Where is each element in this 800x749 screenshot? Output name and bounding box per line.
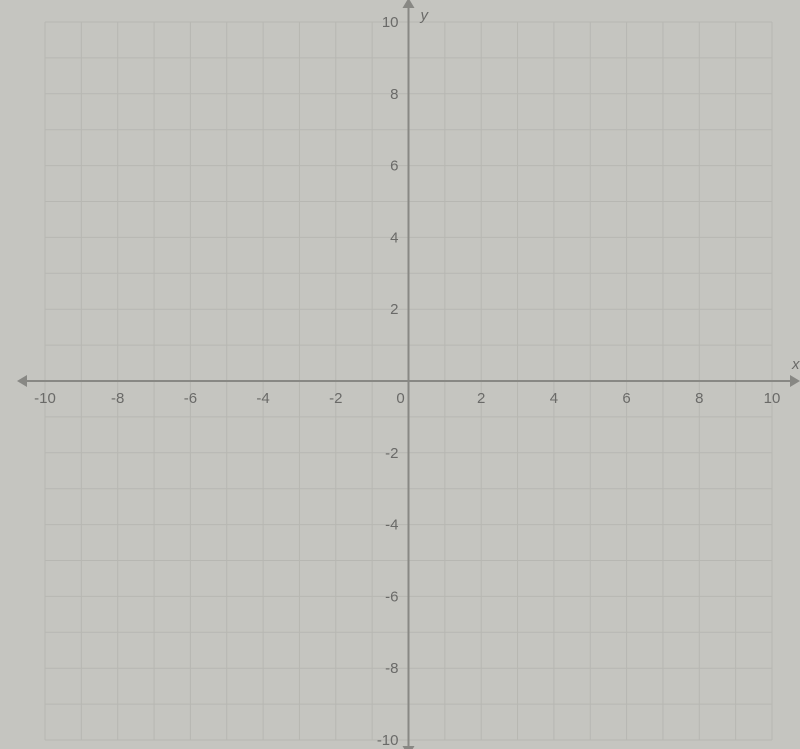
y-tick-label: -6 [385,588,398,605]
y-tick-label: -8 [385,660,398,677]
x-tick-label: -8 [111,390,124,407]
x-tick-label: 0 [396,390,404,407]
y-tick-label: -4 [385,517,398,534]
y-tick-label: 4 [390,229,398,246]
x-tick-label: 10 [764,390,781,407]
y-tick-label: 10 [382,14,399,31]
chart-svg: -10-8-6-4-20246810108642-2-4-6-8-10xy [0,0,800,749]
y-tick-label: 2 [390,301,398,318]
y-tick-label: 6 [390,158,398,175]
x-tick-label: 6 [622,390,630,407]
y-tick-label: 8 [390,86,398,103]
x-tick-label: 8 [695,390,703,407]
x-tick-label: 4 [550,390,558,407]
x-tick-label: -2 [329,390,342,407]
x-axis-label: x [791,356,800,373]
x-tick-label: -10 [34,390,56,407]
y-tick-label: -10 [377,732,399,749]
coordinate-plane-chart: -10-8-6-4-20246810108642-2-4-6-8-10xy [0,0,800,749]
x-tick-label: -4 [256,390,269,407]
y-tick-label: -2 [385,445,398,462]
x-tick-label: 2 [477,390,485,407]
x-tick-label: -6 [184,390,197,407]
